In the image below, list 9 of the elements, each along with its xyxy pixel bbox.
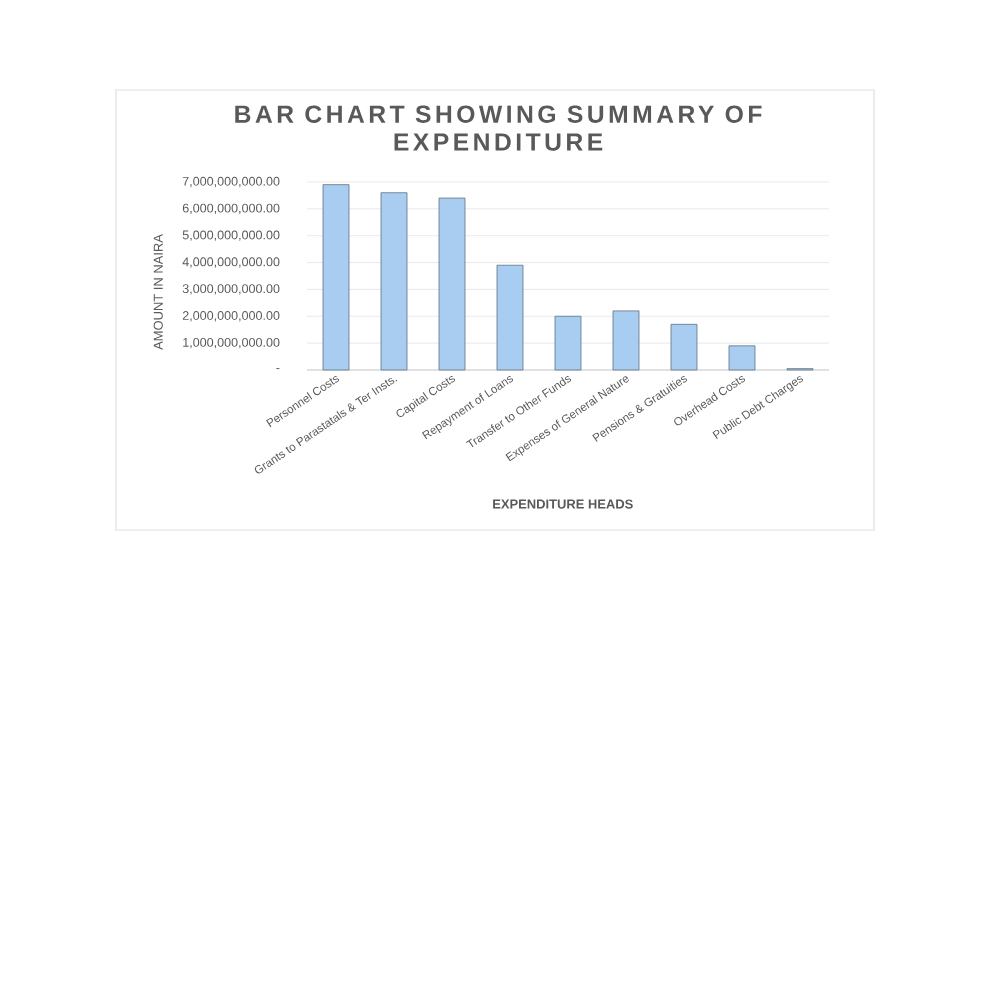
- bar: [380, 192, 408, 371]
- chart-title: BAR CHART SHOWING SUMMARY OF EXPENDITURE: [235, 105, 762, 151]
- bar: [612, 310, 640, 371]
- bar: [322, 184, 350, 371]
- bar: [438, 197, 466, 371]
- bar: [670, 323, 698, 371]
- bar: [728, 345, 756, 371]
- bar: [496, 264, 524, 371]
- bar: [554, 315, 582, 371]
